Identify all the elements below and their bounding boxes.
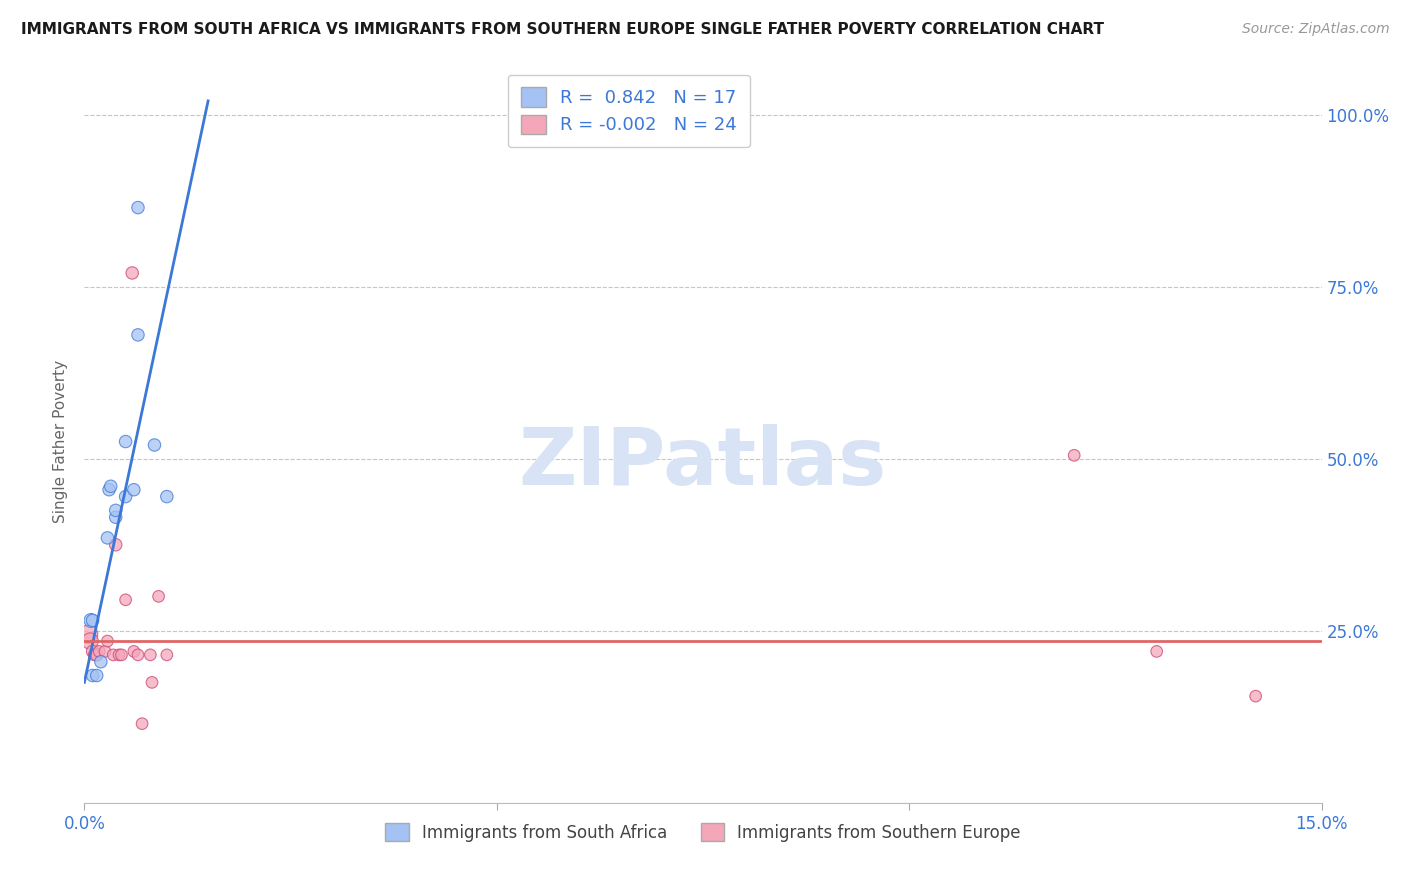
Point xyxy=(96,634,118,648)
Point xyxy=(139,648,162,662)
Point xyxy=(94,644,117,658)
Point xyxy=(1146,644,1168,658)
Point xyxy=(114,592,136,607)
Point xyxy=(103,648,125,662)
Legend: Immigrants from South Africa, Immigrants from Southern Europe: Immigrants from South Africa, Immigrants… xyxy=(378,817,1028,848)
Point xyxy=(110,648,132,662)
Point xyxy=(122,483,145,497)
Text: Source: ZipAtlas.com: Source: ZipAtlas.com xyxy=(1241,22,1389,37)
Point xyxy=(143,438,166,452)
Point xyxy=(86,668,108,682)
Text: ZIPatlas: ZIPatlas xyxy=(519,425,887,502)
Point xyxy=(104,503,127,517)
Point xyxy=(122,644,145,658)
Point xyxy=(131,716,153,731)
Point xyxy=(114,434,136,449)
Point xyxy=(79,634,101,648)
Point xyxy=(1244,689,1267,703)
Point xyxy=(1063,448,1085,462)
Point xyxy=(82,668,104,682)
Point xyxy=(108,648,131,662)
Point xyxy=(80,614,103,628)
Point xyxy=(141,675,163,690)
Point xyxy=(127,201,149,215)
Point xyxy=(98,483,121,497)
Point xyxy=(114,490,136,504)
Point xyxy=(104,538,127,552)
Text: IMMIGRANTS FROM SOUTH AFRICA VS IMMIGRANTS FROM SOUTHERN EUROPE SINGLE FATHER PO: IMMIGRANTS FROM SOUTH AFRICA VS IMMIGRAN… xyxy=(21,22,1104,37)
Point xyxy=(104,510,127,524)
Point xyxy=(83,648,105,662)
Point xyxy=(127,327,149,342)
Point xyxy=(77,627,100,641)
Point xyxy=(86,648,108,662)
Point xyxy=(100,479,122,493)
Point xyxy=(82,644,104,658)
Point xyxy=(148,590,170,604)
Point xyxy=(89,644,111,658)
Point xyxy=(156,648,179,662)
Point xyxy=(127,648,149,662)
Point xyxy=(90,655,112,669)
Point xyxy=(82,614,104,628)
Point xyxy=(156,490,179,504)
Point xyxy=(96,531,118,545)
Point xyxy=(121,266,143,280)
Y-axis label: Single Father Poverty: Single Father Poverty xyxy=(53,360,69,523)
